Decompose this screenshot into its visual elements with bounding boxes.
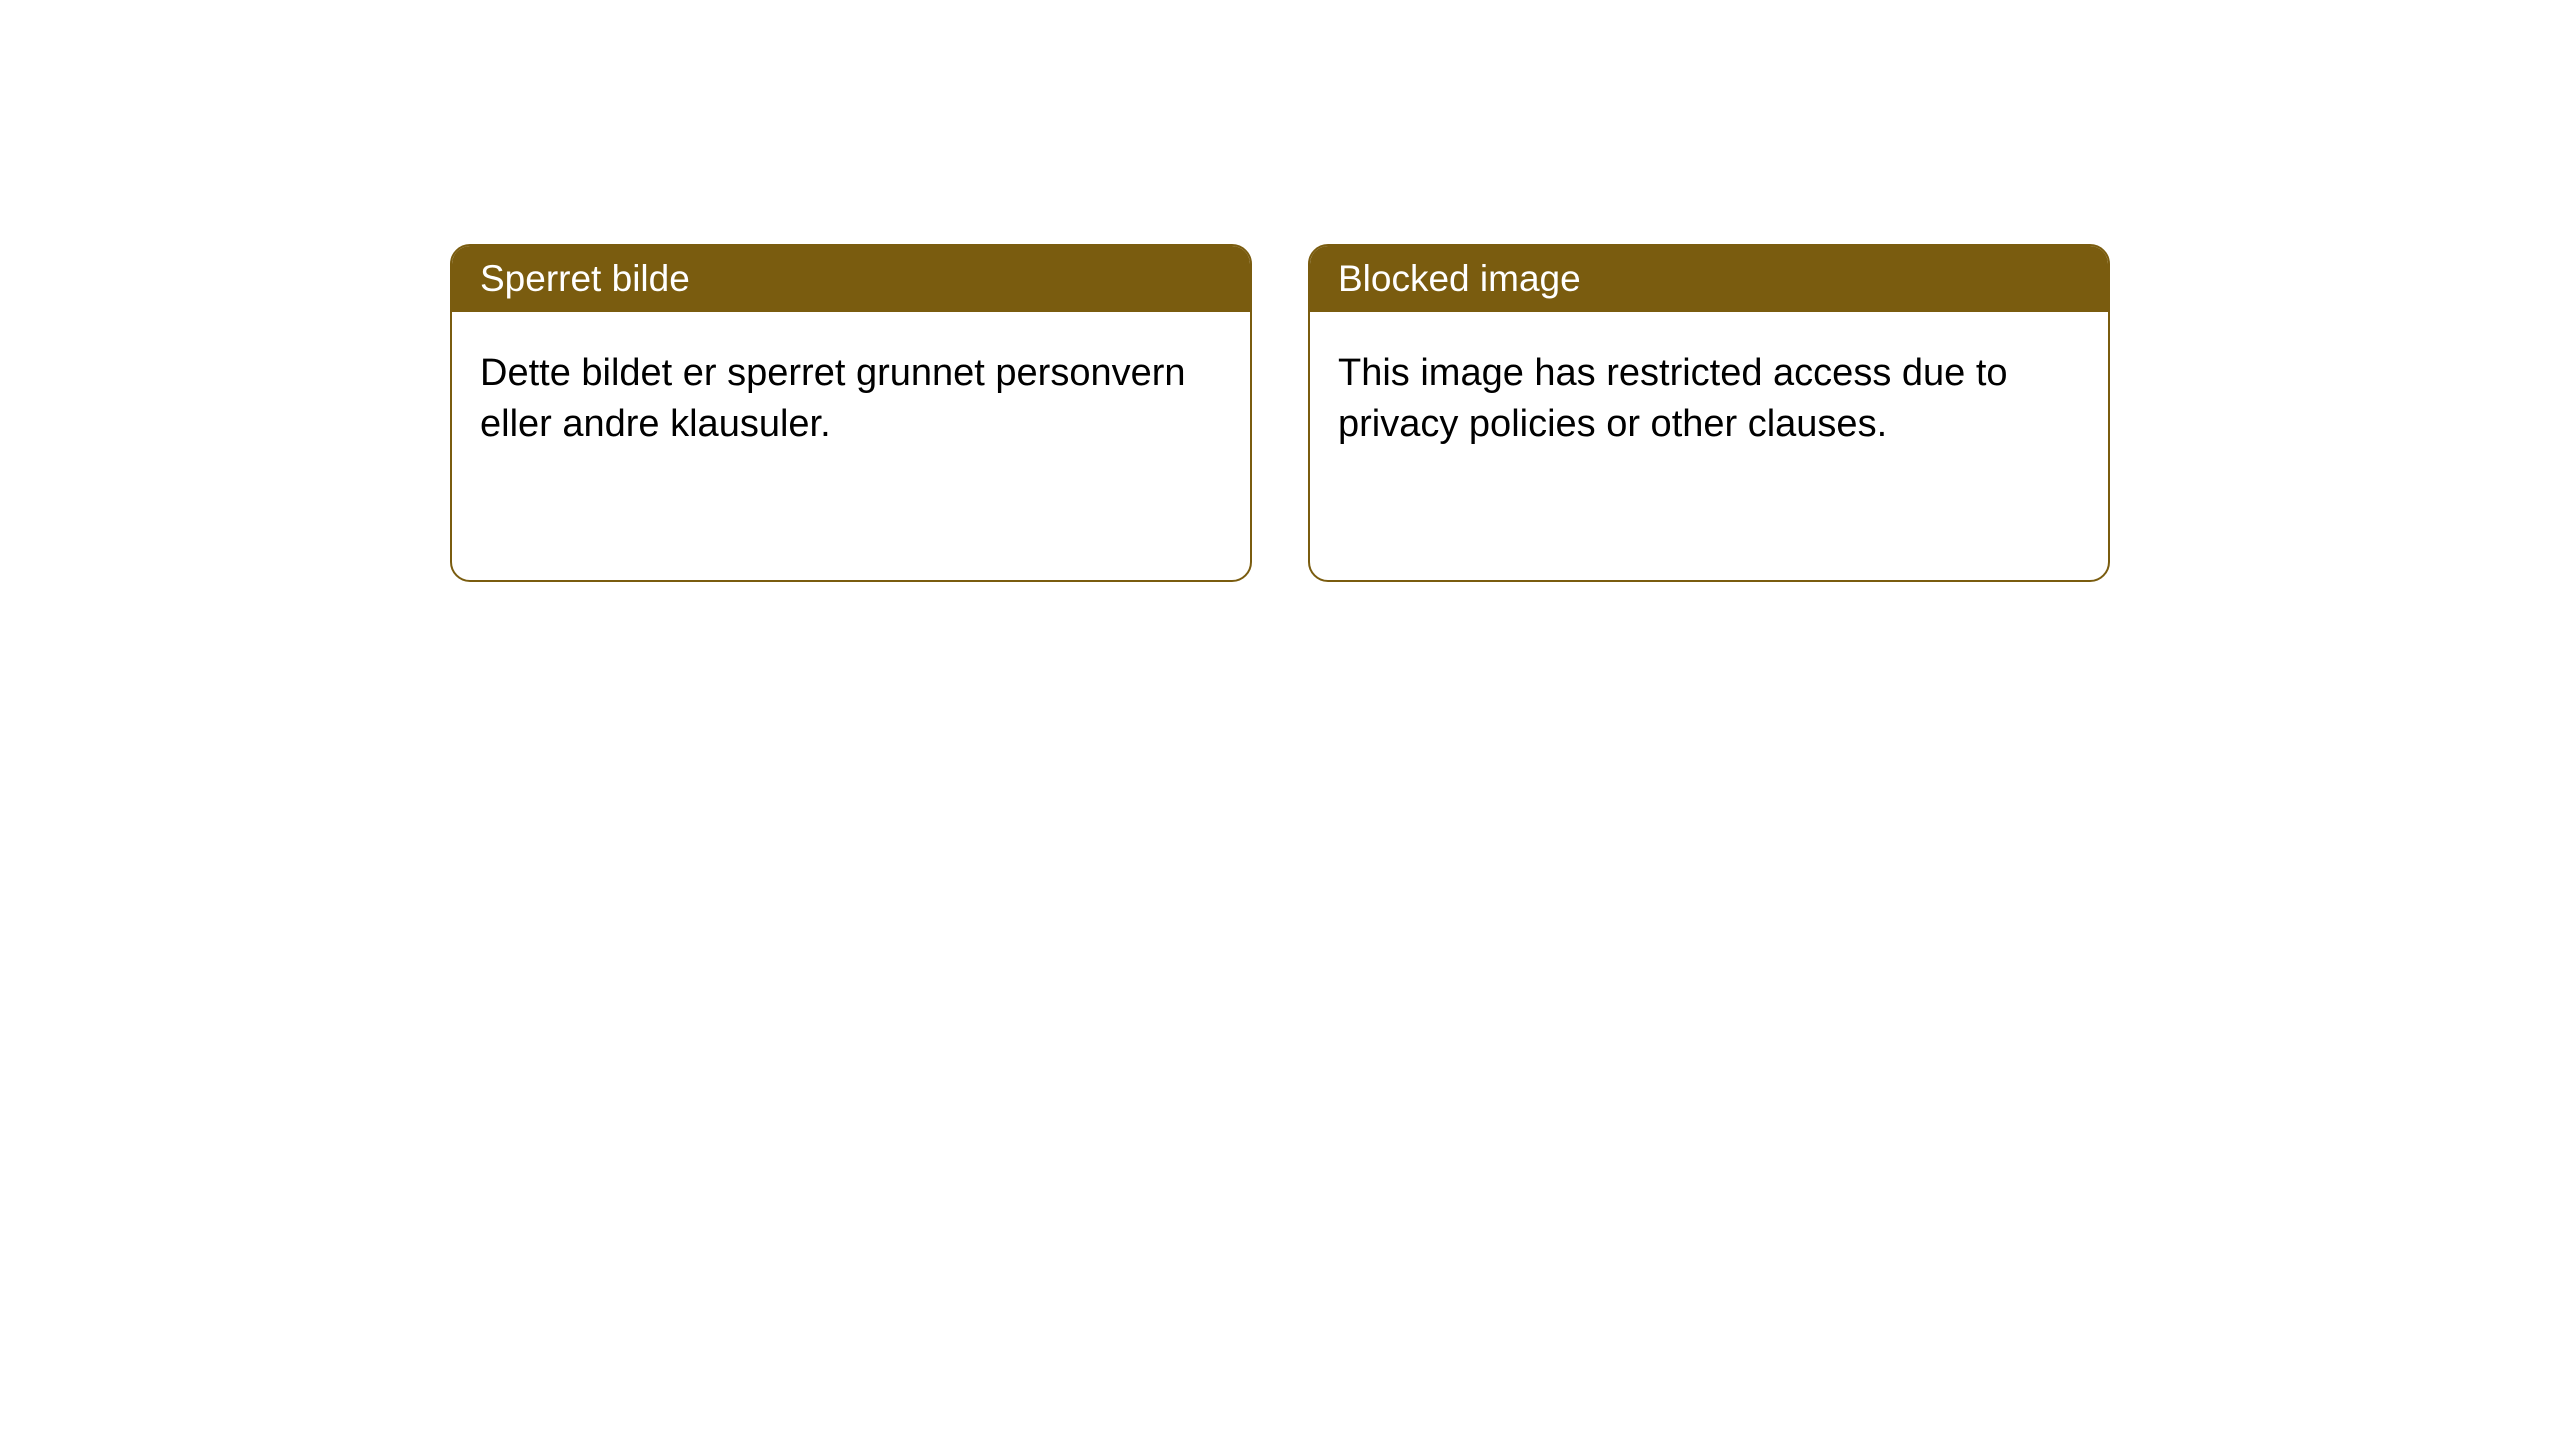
card-header: Sperret bilde: [452, 246, 1250, 312]
notice-cards-container: Sperret bilde Dette bildet er sperret gr…: [450, 244, 2110, 582]
card-body: Dette bildet er sperret grunnet personve…: [452, 312, 1250, 487]
card-body: This image has restricted access due to …: [1310, 312, 2108, 487]
card-body-text: Dette bildet er sperret grunnet personve…: [480, 352, 1186, 445]
card-title: Blocked image: [1338, 258, 1581, 299]
notice-card-english: Blocked image This image has restricted …: [1308, 244, 2110, 582]
notice-card-norwegian: Sperret bilde Dette bildet er sperret gr…: [450, 244, 1252, 582]
card-body-text: This image has restricted access due to …: [1338, 352, 2008, 445]
card-title: Sperret bilde: [480, 258, 690, 299]
card-header: Blocked image: [1310, 246, 2108, 312]
